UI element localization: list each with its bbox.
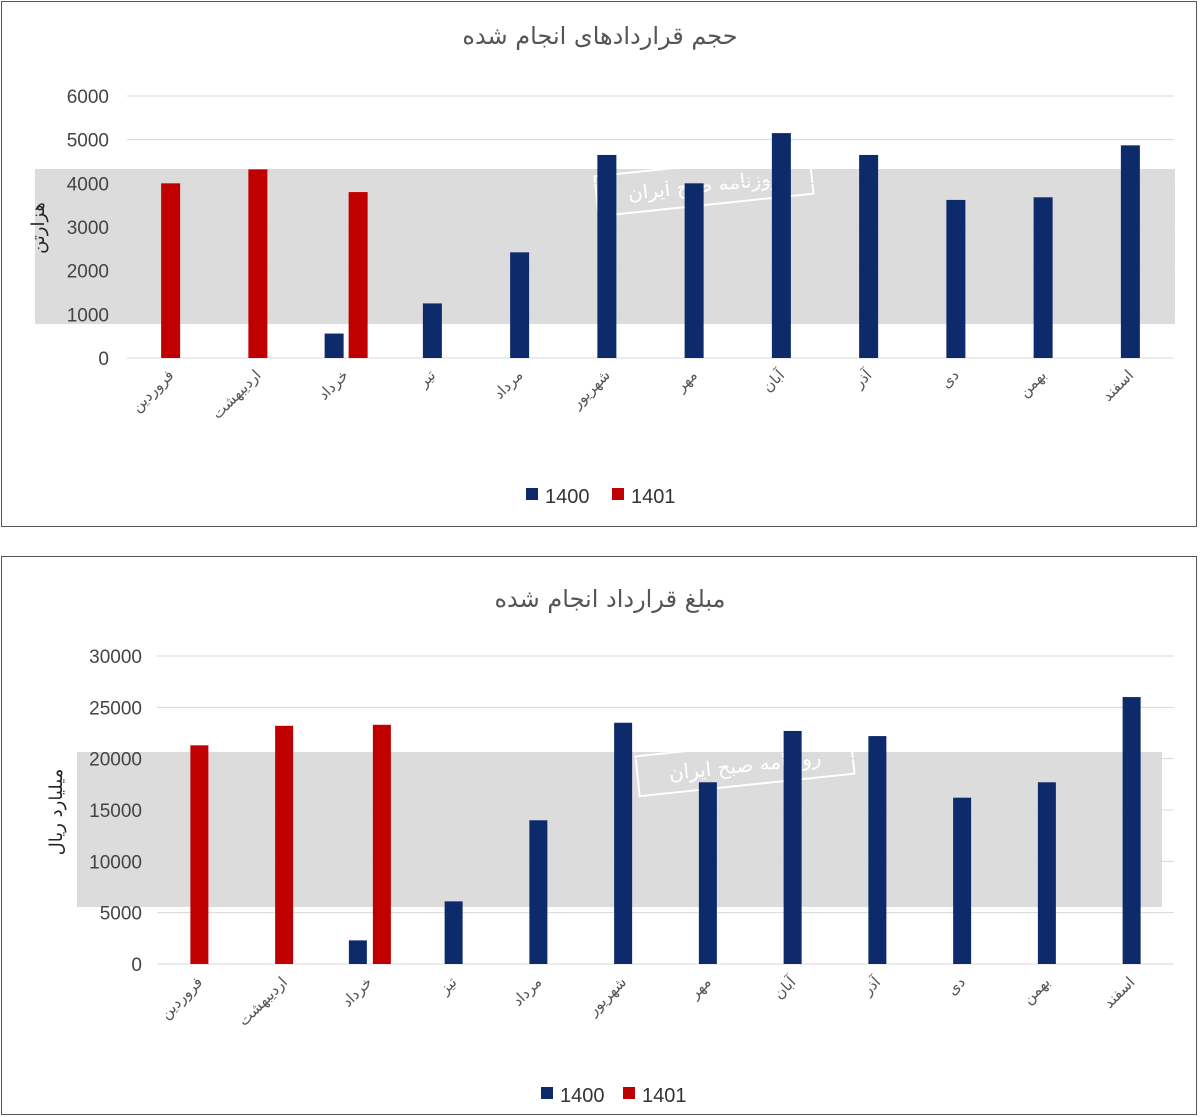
x-tick-label: بهمن [1019,973,1054,1008]
bar-1401-1 [161,183,181,358]
y-axis-label: هزارتن [28,202,49,254]
bar-1400-11 [1033,197,1053,358]
chart-title: مبلغ قرارداد انجام شده [494,585,725,613]
bar-1400-10 [946,199,966,358]
bar-1400-8 [783,730,802,964]
y-tick-label: 6000 [67,87,109,108]
x-tick-label: اسفند [1099,366,1138,405]
x-tick-label: تیز [435,973,460,998]
y-tick-label: 15000 [89,801,142,822]
x-tick-label: مرداد [490,366,527,403]
y-tick-label: 5000 [100,904,142,925]
x-tick-label: آذر [858,973,885,1000]
bar-1400-5 [510,252,530,358]
bar-1400-7 [698,782,717,964]
x-tick-label: آذر [849,366,876,393]
legend-swatch-1401 [623,1087,635,1099]
amount-chart: روزنامه صبح ایران مبلغ قرارداد انجام شده… [46,585,1174,1107]
legend-label-1400: 1400 [560,1085,605,1107]
y-tick-label: 2000 [67,262,109,283]
y-tick-label: 3000 [67,218,109,239]
y-axis-label: میلیارد ریال [46,769,67,856]
legend-swatch-1400 [526,488,538,500]
bar-1400-9 [859,154,879,358]
y-tick-label: 10000 [89,852,142,873]
y-tick-label: 5000 [67,131,109,152]
bar-1401-3 [348,192,368,358]
legend: 1400 1401 [526,486,676,508]
bar-1400-12 [1122,697,1141,964]
x-tick-label: تیر [414,366,439,391]
legend-swatch-1400 [541,1087,553,1099]
legend: 1400 1401 [541,1085,687,1107]
x-tick-label: دی [937,366,963,392]
y-tick-label: 4000 [67,174,109,195]
x-tick-label: مهر [671,366,701,396]
y-tick-label: 30000 [89,647,142,668]
x-tick-label: خرداد [314,366,352,404]
x-tick-label: شهریور [583,973,630,1020]
y-tick-label: 25000 [89,698,142,719]
bar-1400-4 [422,303,442,358]
x-tick-label: مهر [685,973,715,1003]
x-tick-label: خرداد [338,973,376,1011]
x-tick-label: آبان [770,973,800,1003]
bar-1400-3 [324,333,344,358]
bar-1400-10 [953,797,972,964]
chart-title: حجم قراردادهای انجام شده [462,22,737,50]
x-tick-label: آبان [759,366,789,396]
x-tick-label: فروردین [157,973,207,1023]
y-tick-label: 1000 [67,305,109,326]
bar-1401-2 [248,169,268,358]
volume-chart: روزنامه صبح ایران حجم قراردادهای انجام ش… [28,22,1175,508]
bar-1401-1 [190,745,209,964]
chart-panel-amount: روزنامه صبح ایران مبلغ قرارداد انجام شده… [1,556,1197,1115]
y-tick-label: 20000 [89,750,142,771]
bar-1401-3 [372,724,391,964]
x-tick-label: بهمن [1015,366,1050,401]
x-tick-label: مرداد [509,973,546,1010]
watermark-box [593,152,815,218]
bar-1400-11 [1037,782,1056,964]
bar-1400-6 [597,154,617,358]
x-tick-label: اردیبهشت [235,973,291,1029]
legend-label-1400: 1400 [545,486,590,508]
bar-1400-8 [771,133,791,358]
y-tick-label: 0 [98,349,109,370]
x-tick-label: فروردین [128,366,178,416]
x-tick-label: اسفند [1100,973,1139,1012]
legend-label-1401: 1401 [631,486,676,508]
legend-swatch-1401 [612,488,624,500]
x-tick-label: شهریور [567,366,614,413]
y-tick-label: 0 [131,955,142,976]
bar-1400-9 [868,736,887,964]
watermark-box [634,732,856,798]
chart-panel-volume: روزنامه صبح ایران حجم قراردادهای انجام ش… [1,1,1197,527]
legend-label-1401: 1401 [642,1085,687,1107]
bar-1400-5 [529,820,548,964]
bar-1400-6 [614,722,633,964]
bar-1400-4 [444,901,463,964]
x-tick-label: دی [943,973,969,999]
x-tick-label: اردیبهشت [208,366,264,422]
bar-1400-7 [684,183,704,358]
bar-1401-2 [275,725,294,964]
bar-1400-3 [348,940,367,964]
bar-1400-12 [1120,145,1140,358]
